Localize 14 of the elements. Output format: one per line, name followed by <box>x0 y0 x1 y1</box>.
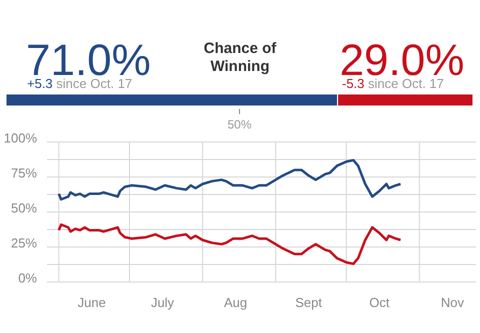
x-tick-label: July <box>150 295 175 310</box>
y-tick-label: 75% <box>10 166 38 181</box>
x-tick-label: Sept <box>295 295 322 310</box>
y-tick-label: 0% <box>18 270 38 286</box>
x-tick-label: Nov <box>440 295 464 310</box>
y-tick-label: 50% <box>10 200 38 216</box>
text: +5.3 since Oct. 17 <box>27 76 132 91</box>
x-tick-label: June <box>78 295 106 310</box>
text: -5.3 since Oct. 17 <box>342 76 444 91</box>
y-tick-label: 25% <box>10 236 38 251</box>
x-tick-label: Oct <box>369 295 390 310</box>
chart-title: Chance of Winning <box>202 40 278 76</box>
x-tick-label: Aug <box>224 295 248 310</box>
y-tick-label: 100% <box>4 130 38 146</box>
